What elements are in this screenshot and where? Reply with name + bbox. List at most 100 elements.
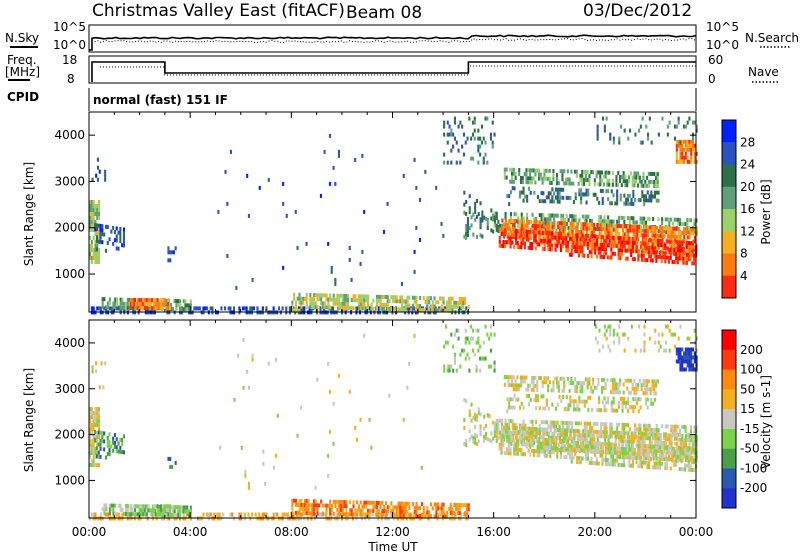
range-gate-cell xyxy=(557,221,560,226)
range-gate-cell xyxy=(617,215,620,220)
range-gate-cell xyxy=(631,382,634,387)
range-gate-cell xyxy=(207,512,210,517)
range-gate-cell xyxy=(426,510,429,515)
range-gate-cell xyxy=(655,449,658,454)
range-gate-cell xyxy=(648,194,651,199)
range-gate-cell xyxy=(507,379,510,384)
range-gate-cell xyxy=(522,426,525,431)
range-gate-cell xyxy=(583,421,586,426)
range-gate-cell xyxy=(142,298,145,303)
range-gate-cell xyxy=(160,306,163,311)
range-gate-cell xyxy=(538,441,541,446)
range-gate-cell xyxy=(486,413,489,418)
range-gate-cell xyxy=(655,198,658,203)
range-gate-cell xyxy=(142,508,145,513)
range-gate-cell xyxy=(547,231,550,236)
range-gate-cell xyxy=(160,298,163,303)
range-gate-cell xyxy=(643,202,646,207)
range-gate-cell xyxy=(675,139,678,144)
range-gate-cell xyxy=(668,230,671,235)
range-gate-cell xyxy=(557,225,560,230)
range-gate-cell xyxy=(574,377,577,382)
range-gate-cell xyxy=(218,512,221,517)
range-gate-cell xyxy=(590,461,593,465)
range-gate-cell xyxy=(347,298,350,302)
range-gate-cell xyxy=(483,434,486,439)
range-gate-cell xyxy=(372,298,375,303)
range-gate-cell xyxy=(600,223,603,228)
range-gate-cell xyxy=(507,443,510,448)
range-gate-cell xyxy=(186,303,189,308)
range-gate-cell xyxy=(675,458,678,463)
range-gate-cell xyxy=(590,170,593,175)
range-gate-cell xyxy=(640,183,643,188)
range-gate-cell xyxy=(631,241,634,246)
range-gate-cell xyxy=(671,446,674,451)
range-gate-cell xyxy=(509,447,512,452)
range-gate-cell xyxy=(666,458,669,463)
range-gate-cell xyxy=(605,227,608,232)
range-gate-cell xyxy=(319,512,322,517)
range-gate-cell xyxy=(565,222,568,226)
range-gate-cell xyxy=(134,508,137,513)
range-gate-cell xyxy=(554,231,557,236)
range-gate-cell xyxy=(547,195,550,200)
range-gate-cell xyxy=(637,464,640,469)
range-gate-cell xyxy=(637,257,640,262)
range-gate-cell xyxy=(536,230,539,235)
range-gate-cell xyxy=(383,307,386,311)
range-gate-cell xyxy=(677,120,680,125)
range-gate-cell xyxy=(540,420,543,425)
range-gate-cell xyxy=(662,229,665,234)
range-gate-cell xyxy=(637,198,640,203)
range-gate-cell xyxy=(165,504,168,509)
range-gate-cell xyxy=(623,396,626,401)
range-gate-cell xyxy=(583,253,586,258)
range-gate-cell xyxy=(518,168,521,172)
range-gate-cell xyxy=(683,159,686,164)
range-gate-cell xyxy=(556,199,559,204)
range-gate-cell xyxy=(571,399,574,404)
range-gate-cell xyxy=(635,452,638,457)
range-gate-cell xyxy=(645,124,648,129)
range-gate-cell xyxy=(422,514,425,519)
range-gate-cell xyxy=(606,235,609,240)
range-gate-cell xyxy=(514,447,517,452)
range-gate-cell xyxy=(680,256,683,261)
range-gate-cell xyxy=(129,504,132,509)
nsky-label: N.Sky xyxy=(5,31,39,45)
range-gate-cell xyxy=(98,427,101,432)
range-gate-cell xyxy=(538,199,541,204)
range-gate-cell xyxy=(94,232,97,236)
range-gate-cell xyxy=(339,305,342,310)
range-gate-cell xyxy=(535,431,538,435)
range-gate-cell xyxy=(553,420,556,425)
range-gate-cell xyxy=(622,459,625,464)
range-gate-cell xyxy=(563,388,566,393)
range-gate-cell xyxy=(504,218,507,223)
range-gate-cell xyxy=(573,436,576,441)
range-gate-cell xyxy=(646,198,649,203)
range-gate-cell xyxy=(656,233,659,238)
range-gate-cell xyxy=(101,305,104,310)
range-gate-cell xyxy=(169,508,172,513)
range-gate-cell xyxy=(509,240,512,245)
range-gate-cell xyxy=(646,183,649,188)
range-gate-cell xyxy=(658,465,661,470)
range-gate-cell xyxy=(522,223,525,228)
range-gate-cell xyxy=(542,199,545,204)
range-gate-cell xyxy=(681,243,684,247)
range-gate-cell xyxy=(516,245,519,249)
range-gate-cell xyxy=(305,300,308,305)
range-gate-cell xyxy=(570,252,573,257)
range-gate-cell xyxy=(666,462,669,467)
range-gate-cell xyxy=(94,423,97,428)
range-gate-cell xyxy=(447,304,450,309)
range-gate-cell xyxy=(681,437,684,442)
range-gate-cell xyxy=(468,226,471,231)
range-gate-cell xyxy=(563,447,566,452)
range-gate-cell xyxy=(572,236,575,241)
range-gate-cell xyxy=(623,244,626,249)
range-gate-cell xyxy=(587,407,590,412)
range-gate-cell xyxy=(653,194,656,199)
